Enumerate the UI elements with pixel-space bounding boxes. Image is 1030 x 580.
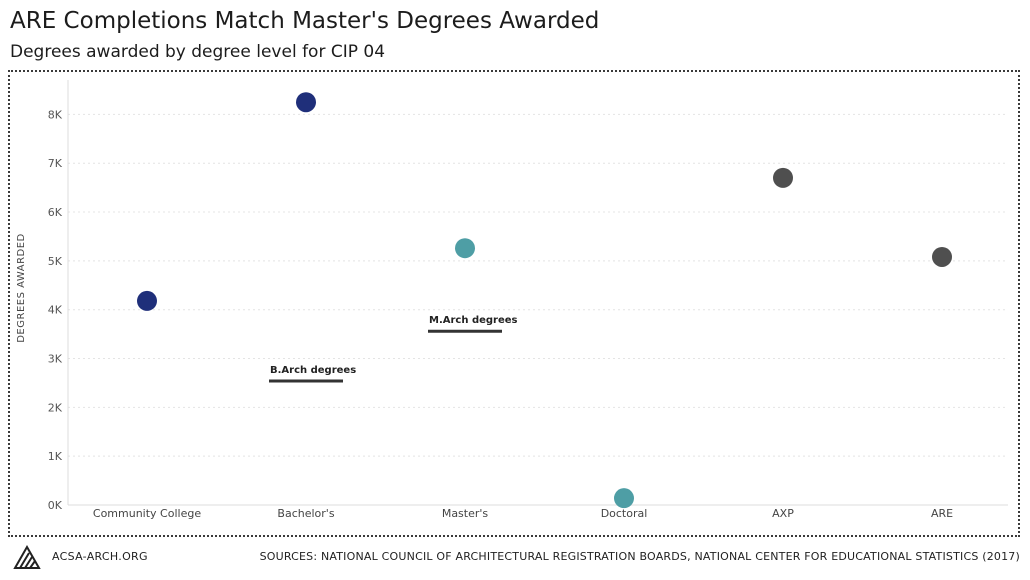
x-tick-label: ARE xyxy=(931,507,953,520)
y-tick-label: 2K xyxy=(48,401,63,414)
annotation-label: B.Arch degrees xyxy=(270,365,356,376)
x-tick-label: Master's xyxy=(442,507,489,520)
x-tick-label: Community College xyxy=(93,507,201,520)
data-point[interactable] xyxy=(296,92,316,113)
annotation-label: M.Arch degrees xyxy=(429,315,518,326)
gridlines xyxy=(67,80,1008,506)
data-point[interactable] xyxy=(614,488,634,509)
y-tick-label: 5K xyxy=(48,255,63,268)
data-point[interactable] xyxy=(773,167,793,188)
x-tick-label: Bachelor's xyxy=(277,507,334,520)
y-axis-ticks: 0K 1K 2K 3K 4K 5K 6K 7K 8K xyxy=(48,108,63,512)
y-tick-label: 3K xyxy=(48,353,63,366)
annotations: B.Arch degrees M.Arch degrees xyxy=(269,315,518,383)
x-tick-label: AXP xyxy=(772,507,794,520)
y-tick-label: 6K xyxy=(48,206,63,219)
data-points xyxy=(137,92,952,509)
chart-frame xyxy=(8,70,1020,537)
data-point[interactable] xyxy=(932,246,952,267)
y-tick-label: 1K xyxy=(48,450,63,463)
x-tick-label: Doctoral xyxy=(601,507,648,520)
data-point[interactable] xyxy=(455,238,475,259)
y-tick-label: 7K xyxy=(48,157,63,170)
x-axis-ticks: Community College Bachelor's Master's Docto… xyxy=(93,507,953,520)
footer-sources: SOURCES: NATIONAL COUNCIL OF ARCHITECTUR… xyxy=(259,550,1020,563)
data-point[interactable] xyxy=(137,290,157,311)
y-tick-label: 4K xyxy=(48,304,63,317)
acsa-logo-icon xyxy=(13,545,41,569)
chart-title: ARE Completions Match Master's Degrees A… xyxy=(10,8,600,34)
y-tick-label: 8K xyxy=(48,108,63,121)
y-tick-label: 0K xyxy=(48,499,63,512)
chart-subtitle: Degrees awarded by degree level for CIP … xyxy=(10,42,386,62)
footer-site: ACSA-ARCH.ORG xyxy=(52,550,148,563)
y-axis-label: DEGREES AWARDED xyxy=(16,233,27,343)
